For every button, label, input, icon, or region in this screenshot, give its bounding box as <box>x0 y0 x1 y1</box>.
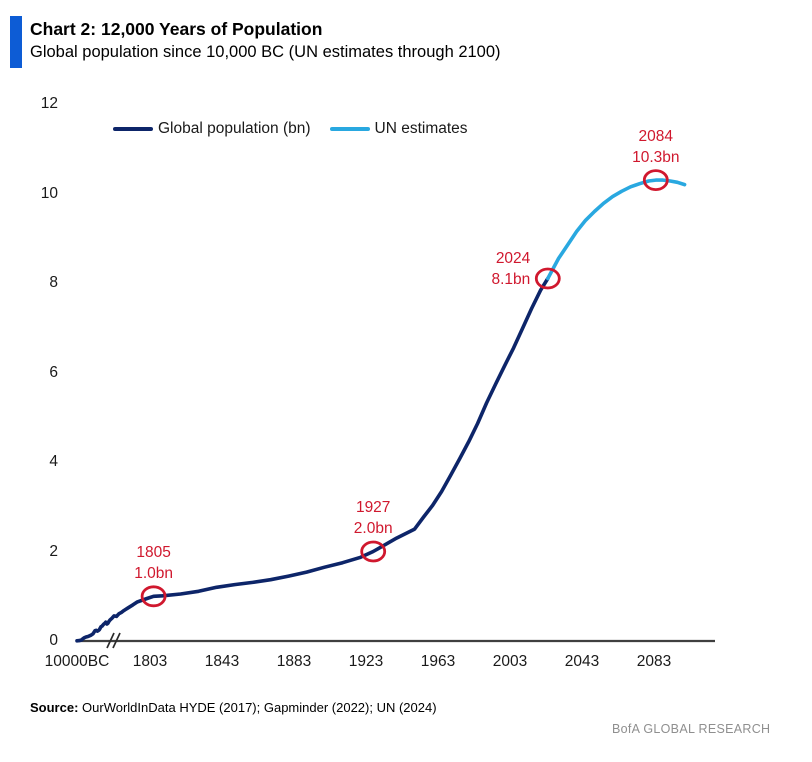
axis-break-slash-2 <box>112 632 121 649</box>
x-tick-label-1843: 1843 <box>204 653 240 670</box>
legend-swatch-un-estimates <box>329 127 370 131</box>
annotation-label-2084: 2084 10.3bn <box>632 127 680 166</box>
axis-break-slash-1 <box>106 632 115 649</box>
legend-label-global-population: Global population (bn) <box>158 120 311 137</box>
x-tick-label-2083: 2083 <box>636 653 672 670</box>
annotation-label-1927: 1927 2.0bn <box>353 499 393 537</box>
un-estimates-line <box>546 178 687 281</box>
legend-swatch-global-population <box>113 127 153 131</box>
chart-subtitle: Global population since 10,000 BC (UN es… <box>30 43 501 61</box>
x-tick-label-10000BC: 10000BC <box>44 653 110 670</box>
annotation-circle-1805 <box>140 585 167 608</box>
annotation-label-1805: 1805 1.0bn <box>134 543 173 582</box>
y-tick-label-4: 4 <box>49 453 58 470</box>
annotation-circle-1927 <box>360 540 387 563</box>
source-text: OurWorldInData HYDE (2017); Gapminder (2… <box>82 700 437 715</box>
y-tick-label-2: 2 <box>49 542 58 560</box>
annotation-label-2024: 2024 8.1bn <box>491 249 531 288</box>
x-tick-label-1963: 1963 <box>420 653 456 670</box>
x-tick-label-1923: 1923 <box>348 653 384 670</box>
x-tick-label-1883: 1883 <box>276 653 312 670</box>
chart-title: Chart 2: 12,000 Years of Population <box>30 19 323 39</box>
x-tick-label-1803: 1803 <box>132 653 168 670</box>
population-line <box>75 276 550 643</box>
annotation-circle-2024 <box>534 267 561 290</box>
x-tick-label-2043: 2043 <box>564 653 600 670</box>
legend: Global population (bn) UN estimates <box>113 120 468 138</box>
y-tick-label-0: 0 <box>49 632 58 649</box>
y-tick-label-10: 10 <box>40 184 58 202</box>
branding-text: BofA GLOBAL RESEARCH <box>612 722 771 736</box>
legend-label-un-estimates: UN estimates <box>374 120 468 137</box>
y-tick-label-12: 12 <box>40 95 58 112</box>
x-tick-label-2003: 2003 <box>492 653 528 670</box>
y-tick-label-6: 6 <box>49 363 58 381</box>
y-tick-label-8: 8 <box>49 274 58 291</box>
annotation-circle-2084 <box>642 169 669 192</box>
source-label: Source: <box>30 700 79 715</box>
accent-bar <box>10 16 22 68</box>
annotation-circles <box>140 169 669 608</box>
source-note: Source: OurWorldInData HYDE (2017); Gapm… <box>30 700 437 715</box>
